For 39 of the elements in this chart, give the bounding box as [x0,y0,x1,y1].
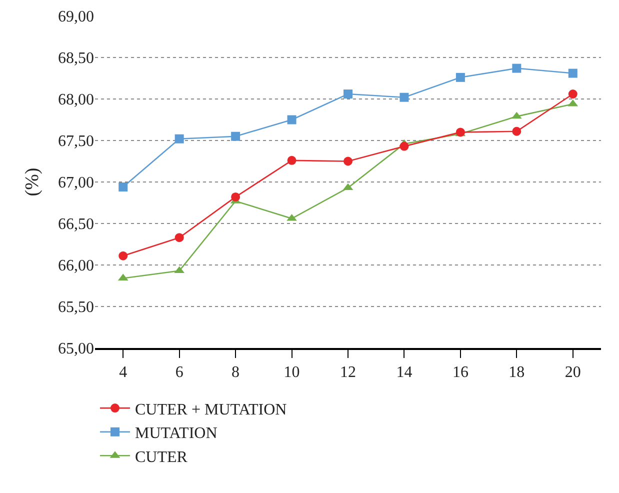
legend-label: MUTATION [135,425,218,442]
point [118,182,128,192]
point [512,126,522,136]
y-tick-label: 65,00 [58,340,94,358]
x-tick-label: 16 [452,364,468,382]
point [344,90,352,99]
legend-label: CUTER [135,448,188,466]
point [174,233,184,242]
point [344,156,352,166]
x-tick-label: 12 [340,364,356,382]
point [118,251,128,260]
y-tick-label: 65,50 [58,299,94,316]
x-tick-label: 4 [119,364,128,382]
x-tick-label: 8 [232,364,240,382]
x-tick-label: 18 [508,364,525,382]
point [231,192,240,202]
x-tick-label: 14 [396,364,412,382]
y-axis-title: (%) [22,168,43,196]
point [400,92,409,102]
y-tick-label: 67,00 [58,174,94,192]
point [287,156,296,165]
legend-label: CUTER + MUTATION [135,401,288,418]
y-tick-label: 67,50 [58,133,94,150]
x-tick-label: 10 [284,364,300,382]
point [512,64,522,73]
point [231,132,240,141]
point [174,134,184,144]
y-tick-label: 66,50 [58,216,94,234]
x-tick-label: 20 [564,364,581,382]
point [287,115,296,124]
point [568,68,578,78]
y-tick-label: 66,00 [58,258,94,275]
y-tick-label: 69,00 [58,8,94,26]
point [456,72,465,82]
y-tick-label: 68,00 [58,92,94,109]
x-tick-label: 6 [175,364,184,382]
point [400,142,409,151]
y-tick-label: 68,50 [58,50,94,68]
point [568,90,578,99]
